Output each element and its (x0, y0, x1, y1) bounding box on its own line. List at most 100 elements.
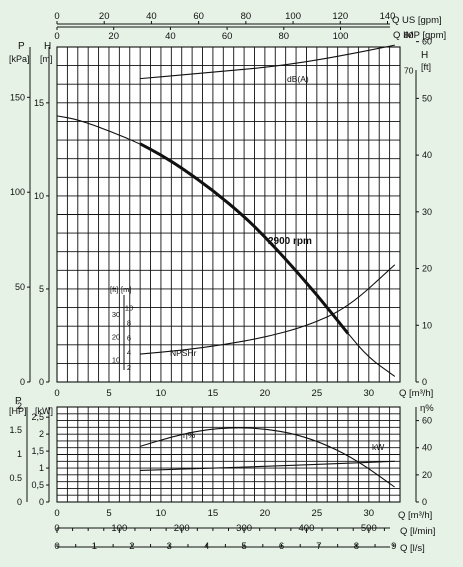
x-axis-lower-tick-label: 25 (312, 508, 323, 519)
ls-axis-tick-label: 4 (204, 541, 209, 552)
top-axis-imp-tick-label: 20 (108, 31, 119, 42)
lower-axis-kw-tick-label: 0 (39, 497, 44, 507)
upper-frame (56, 46, 401, 383)
rpm-curve-label: 2900 rpm (268, 236, 312, 247)
npsh-m-tick-label: 8 (127, 318, 131, 327)
lower-axis-eta-tick-label: 0 (422, 497, 427, 507)
left-p-label: P (18, 41, 25, 52)
x-axis-upper-tick-label: 10 (156, 388, 167, 399)
left-axis-p-tick-label: 50 (15, 282, 25, 292)
right-axis-ft-tick-label: 40 (422, 150, 432, 160)
npsh-m-tick-label: 6 (127, 333, 131, 342)
lower-kw-label: [kW] (35, 406, 53, 416)
left-m-label: [m] (40, 54, 53, 64)
top-axis-imp-tick-label: 60 (222, 31, 233, 42)
x-axis-lower-tick-label: 30 (364, 508, 375, 519)
top-axis-imp-tick-label: 40 (165, 31, 176, 42)
lower-axis-kw-tick-label: 2 (39, 429, 44, 439)
ls-axis-tick-label: 2 (129, 541, 134, 552)
x-axis-lower-tick-label: 15 (208, 508, 219, 519)
lower-axis-kw-tick-label: 1,5 (31, 446, 44, 456)
ls-axis-label: Q [l/s] (400, 543, 425, 554)
x-axis-upper-tick-label: 5 (106, 388, 111, 399)
top-axis-us-tick-label: 40 (146, 11, 157, 22)
top-axis-imp-tick-label: 80 (279, 31, 290, 42)
left-kpa-label: [kPa] (9, 54, 30, 64)
curve-2900-rpm-thick (139, 142, 350, 335)
ls-axis-tick-label: 5 (241, 541, 246, 552)
top-axis-imp-tick-label: 100 (333, 31, 349, 42)
lower-axis-kw-tick-label: 1 (39, 463, 44, 473)
right-axis-ft-tick-label: 30 (422, 207, 432, 217)
npsh-m-tick-label: 2 (127, 363, 131, 372)
npsh-curve-label: NPSHr (170, 348, 197, 358)
lmin-axis-tick-label: 200 (174, 523, 190, 534)
left-axis-h-tick-label: 15 (34, 98, 44, 108)
left-h-label: H (44, 41, 51, 52)
top-axis-us-tick-label: 60 (193, 11, 204, 22)
x-axis-upper-tick-label: 20 (260, 388, 271, 399)
x-axis-lower-tick-label: 5 (106, 508, 111, 519)
eta-curve-label: η% (183, 430, 196, 440)
lmin-axis-tick-label: 500 (361, 523, 377, 534)
npsh-m-tick-label: 10 (125, 304, 133, 313)
right-axis-db-tick-label: 70 (404, 65, 414, 75)
top-axis-us-tick-label: 120 (332, 11, 348, 22)
lower-hp-label: [HP] (9, 406, 27, 416)
dba-curve-label: dB(A) (287, 74, 309, 84)
npsh-ft-tick-label: 30 (112, 310, 120, 319)
curve-npshr (140, 264, 396, 355)
right-axis-ft-tick-label: 0 (422, 377, 427, 387)
right-ft-label: [ft] (421, 62, 431, 72)
lower-axis-eta-tick-label: 40 (422, 443, 432, 453)
ls-axis-tick-label: 0 (54, 541, 59, 552)
lmin-axis-tick-label: 400 (299, 523, 315, 534)
top-axis-imp-label: Q IMP [gpm] (393, 30, 446, 41)
lower-axis-kw-tick-label: 2,5 (31, 412, 44, 422)
ls-axis-tick-label: 8 (354, 541, 359, 552)
lower-axis-hp-tick-label: 1.5 (9, 425, 22, 435)
ls-axis-tick-label: 9 (391, 541, 396, 552)
right-axis-db-tick-label: 80 (404, 30, 414, 40)
x-axis-upper-label: Q [m³/h] (399, 388, 433, 399)
lower-p-label: P (15, 396, 22, 407)
top-axis-us-tick-label: 0 (54, 11, 59, 22)
top-axis-us-label: Q US [gpm] (392, 15, 442, 26)
lmin-axis-label: Q [l/min] (400, 526, 435, 537)
left-axis-p-tick-label: 0 (20, 377, 25, 387)
right-h-label: H (421, 50, 428, 61)
x-axis-upper-tick-label: 15 (208, 388, 219, 399)
top-axis-us-tick-label: 100 (285, 11, 301, 22)
x-axis-lower-label: Q [m³/h] (398, 510, 432, 521)
left-axis-h-tick-label: 10 (34, 191, 44, 201)
x-axis-lower-tick-label: 10 (156, 508, 167, 519)
top-axis-us-tick-label: 80 (241, 11, 252, 22)
lower-axis-hp-tick-label: 2 (17, 401, 22, 411)
right-axis-ft-tick-label: 20 (422, 264, 432, 274)
lower-axis-eta-tick-label: 60 (422, 416, 432, 426)
npsh-m-tick-label: 4 (127, 348, 131, 357)
lmin-axis-tick-label: 300 (236, 523, 252, 534)
top-axis-imp-tick-label: 0 (54, 31, 59, 42)
lower-axis-kw-tick-label: 0,5 (31, 480, 44, 490)
left-axis-p-tick-label: 150 (10, 92, 25, 102)
top-axis-us-tick-label: 140 (380, 11, 396, 22)
x-axis-lower-tick-label: 0 (54, 508, 59, 519)
npsh-ft-tick-label: 20 (112, 333, 120, 342)
lower-axis-hp-tick-label: 1 (17, 449, 22, 459)
npsh-ft-tick-label: 10 (112, 355, 120, 364)
lmin-axis-tick-label: 0 (54, 523, 59, 534)
eta-axis-label: η% (420, 403, 434, 414)
lower-axis-hp-tick-label: 0.5 (9, 473, 22, 483)
top-axis-us-tick-label: 20 (99, 11, 110, 22)
left-axis-h-tick-label: 0 (39, 377, 44, 387)
ls-axis-tick-label: 3 (167, 541, 172, 552)
curve-dba (140, 44, 395, 80)
ls-axis-tick-label: 6 (279, 541, 284, 552)
lower-axis-hp-tick-label: 0 (17, 497, 22, 507)
kw-curve-label: kW (372, 442, 384, 452)
right-axis-ft-tick-label: 60 (422, 37, 432, 47)
x-axis-upper-tick-label: 0 (54, 388, 59, 399)
lower-axis-eta-tick-label: 20 (422, 470, 432, 480)
